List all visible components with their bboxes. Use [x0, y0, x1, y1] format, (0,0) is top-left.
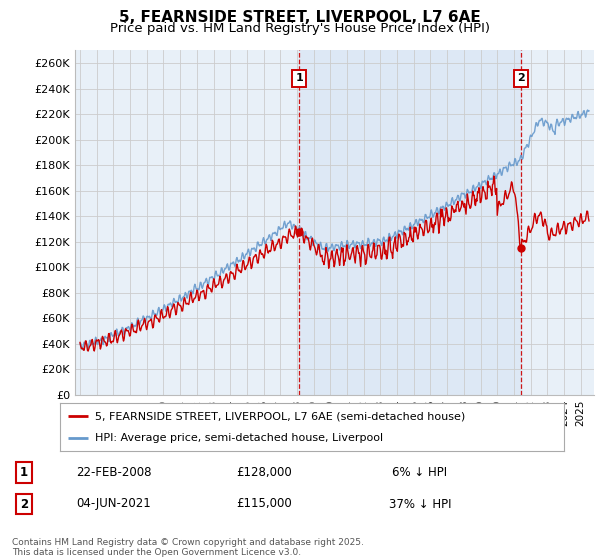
Text: 1: 1 — [20, 466, 28, 479]
Text: £115,000: £115,000 — [236, 497, 292, 511]
Text: 2: 2 — [20, 497, 28, 511]
Bar — [299, 50, 521, 395]
Text: 6% ↓ HPI: 6% ↓ HPI — [392, 466, 448, 479]
Text: 1: 1 — [295, 73, 303, 83]
Text: 37% ↓ HPI: 37% ↓ HPI — [389, 497, 451, 511]
Text: HPI: Average price, semi-detached house, Liverpool: HPI: Average price, semi-detached house,… — [95, 433, 383, 443]
Text: 5, FEARNSIDE STREET, LIVERPOOL, L7 6AE (semi-detached house): 5, FEARNSIDE STREET, LIVERPOOL, L7 6AE (… — [95, 411, 466, 421]
Text: 5, FEARNSIDE STREET, LIVERPOOL, L7 6AE: 5, FEARNSIDE STREET, LIVERPOOL, L7 6AE — [119, 10, 481, 25]
Text: 2: 2 — [517, 73, 525, 83]
Text: £128,000: £128,000 — [236, 466, 292, 479]
Text: Price paid vs. HM Land Registry's House Price Index (HPI): Price paid vs. HM Land Registry's House … — [110, 22, 490, 35]
Text: 04-JUN-2021: 04-JUN-2021 — [77, 497, 151, 511]
Text: 22-FEB-2008: 22-FEB-2008 — [76, 466, 152, 479]
Text: Contains HM Land Registry data © Crown copyright and database right 2025.
This d: Contains HM Land Registry data © Crown c… — [12, 538, 364, 557]
